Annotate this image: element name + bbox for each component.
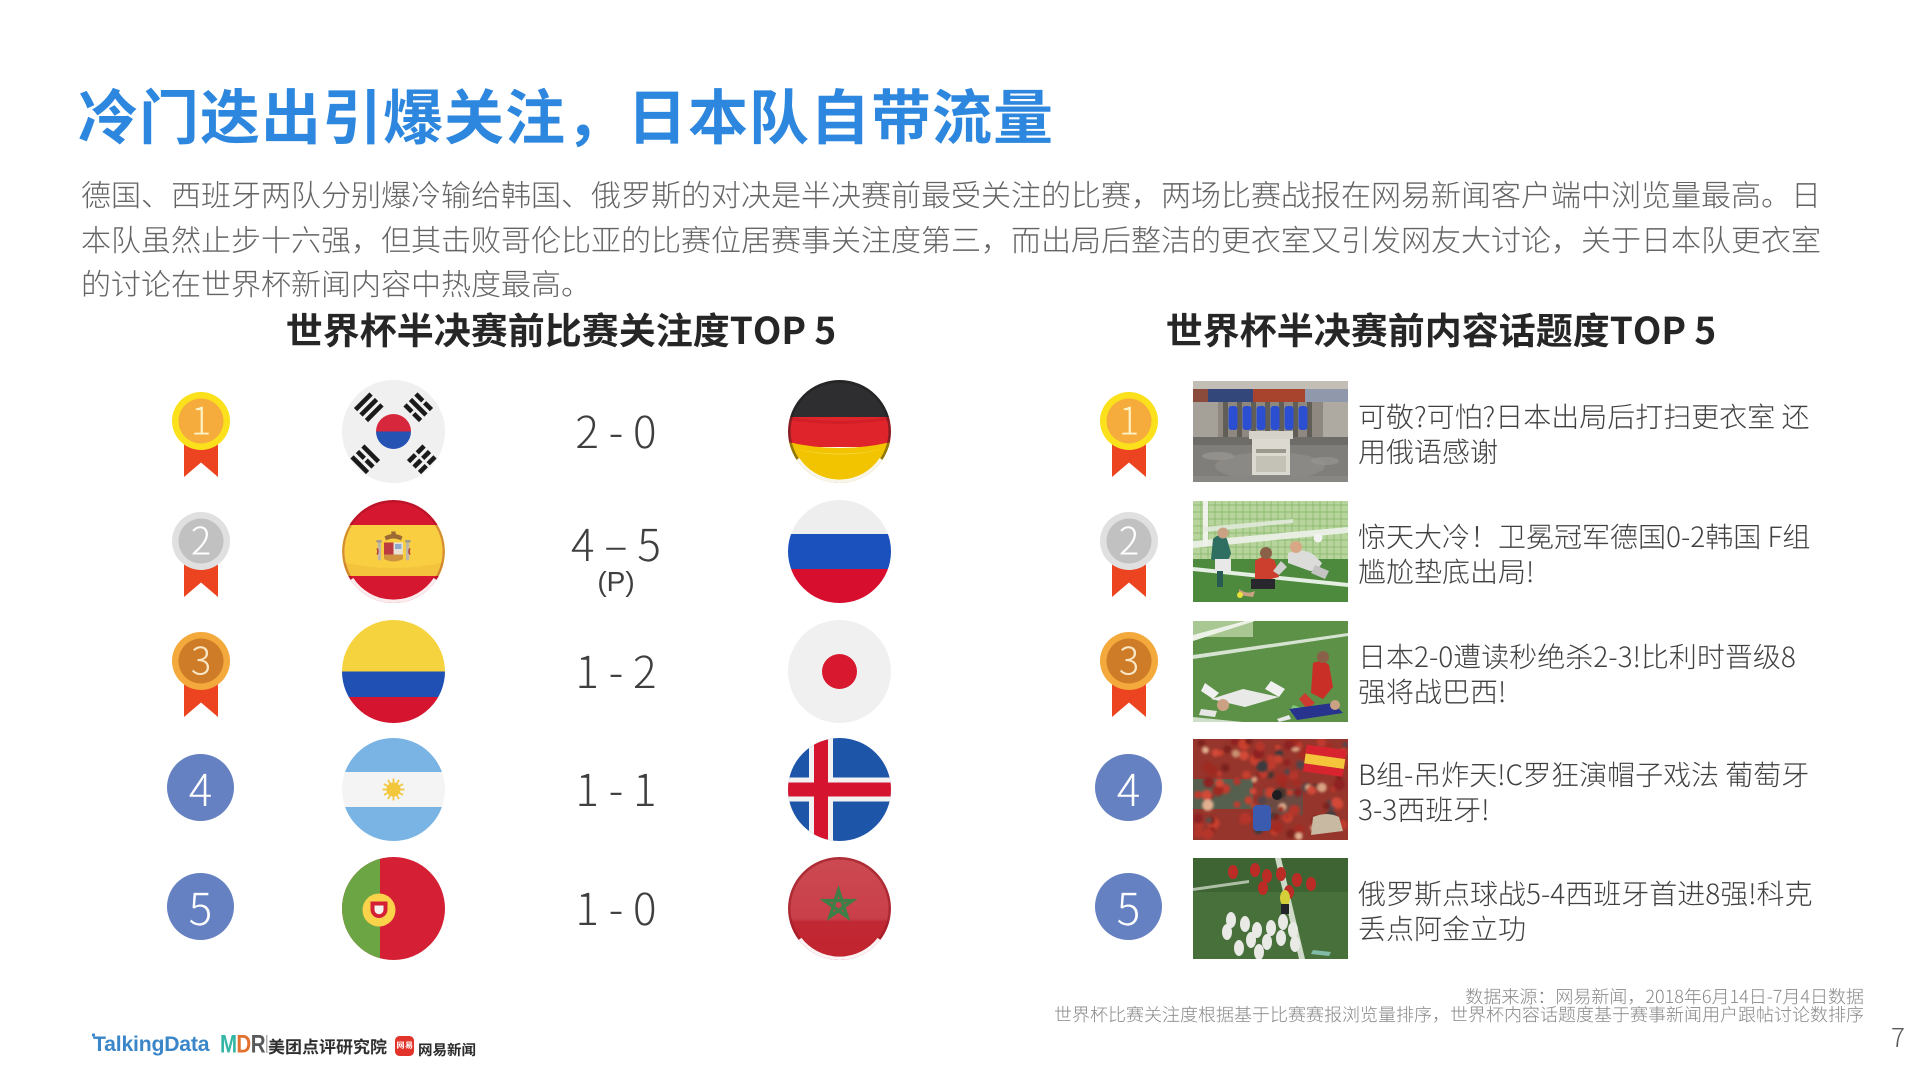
svg-text:R: R bbox=[251, 1031, 266, 1057]
svg-text:2: 2 bbox=[1118, 512, 1138, 566]
svg-text:3: 3 bbox=[1118, 632, 1138, 686]
svg-text:3: 3 bbox=[190, 632, 210, 686]
svg-text:2: 2 bbox=[190, 512, 210, 566]
svg-text:TalkingData: TalkingData bbox=[93, 1033, 210, 1056]
svg-text:1: 1 bbox=[190, 392, 210, 446]
svg-text:M: M bbox=[220, 1031, 237, 1057]
svg-text:D: D bbox=[236, 1031, 251, 1057]
svg-text:1: 1 bbox=[1118, 392, 1138, 446]
